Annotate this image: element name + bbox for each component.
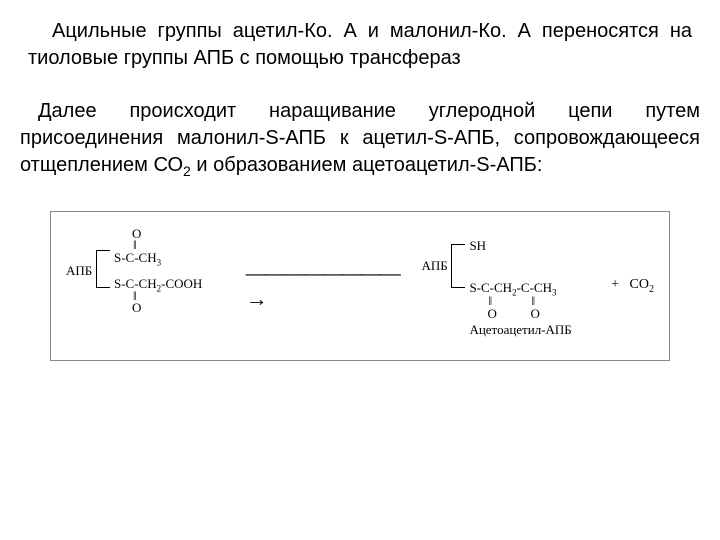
right-bot-chain: S-C-CH2-C-CH3 <box>469 280 556 298</box>
left-apb-label: АПБ <box>66 263 92 279</box>
right-bracket <box>451 244 465 288</box>
right-label: Ацетоацетил-АПБ <box>469 322 571 338</box>
para2-sub: 2 <box>183 163 191 179</box>
right-o1: O <box>487 306 496 322</box>
co2-product: + CO2 <box>611 277 654 295</box>
right-apb-label: АПБ <box>421 258 447 274</box>
right-molecule: SH АПБ S-C-CH2-C-CH3 ‖ ‖ O O Ацетоацетил… <box>421 226 611 346</box>
paragraph-1: Ацильные группы ацетил-Ко. А и малонил-К… <box>20 18 700 72</box>
left-top-chain: S-C-CH3 <box>114 250 161 268</box>
reaction-arrow: ————————→ <box>246 260 417 312</box>
left-molecule: O ‖ S-C-CH3 АПБ S-C-CH2-COOH ‖ O <box>66 226 241 346</box>
right-o2: O <box>530 306 539 322</box>
right-sh: SH <box>469 238 486 254</box>
left-bracket <box>96 250 110 288</box>
reaction-diagram: O ‖ S-C-CH3 АПБ S-C-CH2-COOH ‖ O ———————… <box>50 211 670 361</box>
para2-text2: и образованием ацетоацетил-S-АПБ: <box>191 154 543 176</box>
paragraph-2: Далее происходит наращивание углеродной … <box>20 98 700 181</box>
left-bot-chain: S-C-CH2-COOH <box>114 276 202 294</box>
left-bot-oxygen: O <box>132 300 141 316</box>
